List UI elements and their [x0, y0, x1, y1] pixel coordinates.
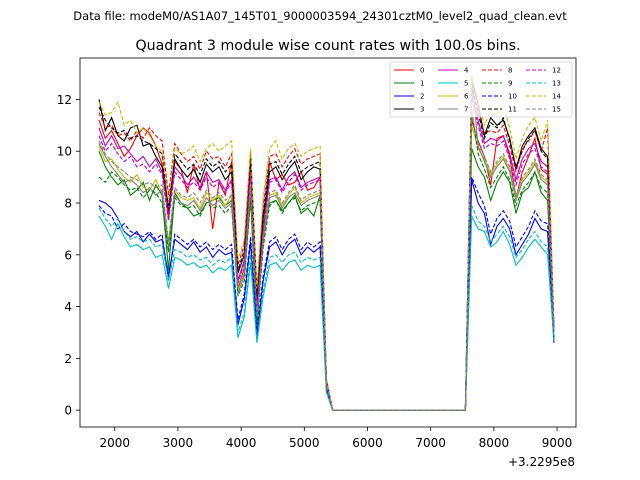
legend-label-6: 6 — [464, 93, 469, 101]
series-line-15 — [98, 114, 555, 411]
figure-suptitle: Data file: modeM0/AS1A07_145T01_90000035… — [73, 9, 567, 23]
series-line-13 — [98, 205, 555, 411]
series-line-12 — [98, 96, 555, 411]
x-tick-label: 3000 — [163, 436, 194, 450]
legend-label-13: 13 — [552, 80, 561, 88]
legend-label-7: 7 — [464, 106, 468, 114]
y-tick-label: 8 — [64, 197, 72, 211]
legend-label-12: 12 — [552, 67, 561, 75]
y-axis: 0 2 4 6 8 10 12 — [57, 93, 80, 418]
legend-label-15: 15 — [552, 106, 561, 114]
series-line-5 — [98, 215, 555, 411]
y-tick-label: 6 — [64, 248, 72, 262]
legend-label-2: 2 — [420, 93, 424, 101]
y-tick-label: 4 — [64, 300, 72, 314]
axes-border — [79, 57, 577, 428]
legend-box — [389, 61, 573, 118]
legend-label-0: 0 — [420, 67, 424, 75]
x-tick-label: 8000 — [479, 436, 510, 450]
x-tick-label: 6000 — [352, 436, 383, 450]
legend-label-1: 1 — [420, 80, 424, 88]
x-tick-label: 9000 — [542, 436, 573, 450]
y-tick-label: 2 — [64, 352, 72, 366]
legend-label-4: 4 — [464, 67, 469, 75]
x-axis: 2000 3000 4000 5000 6000 7000 8000 9000 — [99, 427, 572, 450]
x-offset-label: +3.2295e8 — [508, 455, 575, 469]
legend-label-14: 14 — [552, 93, 561, 101]
x-tick-label: 4000 — [226, 436, 257, 450]
chart-title: Quadrant 3 module wise count rates with … — [135, 38, 520, 54]
legend-label-3: 3 — [420, 106, 424, 114]
legend-label-8: 8 — [508, 67, 512, 75]
x-tick-label: 7000 — [415, 436, 446, 450]
series-layer — [98, 75, 555, 411]
y-tick-label: 10 — [57, 145, 72, 159]
legend-label-9: 9 — [508, 80, 512, 88]
plot-area: 2000 3000 4000 5000 6000 7000 8000 9000 0246810… — [57, 57, 577, 469]
x-tick-label: 2000 — [99, 436, 130, 450]
x-tick-label: 5000 — [289, 436, 320, 450]
y-tick-label: 12 — [57, 93, 72, 107]
legend-label-5: 5 — [464, 80, 468, 88]
legend-label-11: 11 — [508, 106, 517, 114]
y-tick-label: 0 — [64, 404, 72, 418]
legend-label-10: 10 — [508, 93, 517, 101]
